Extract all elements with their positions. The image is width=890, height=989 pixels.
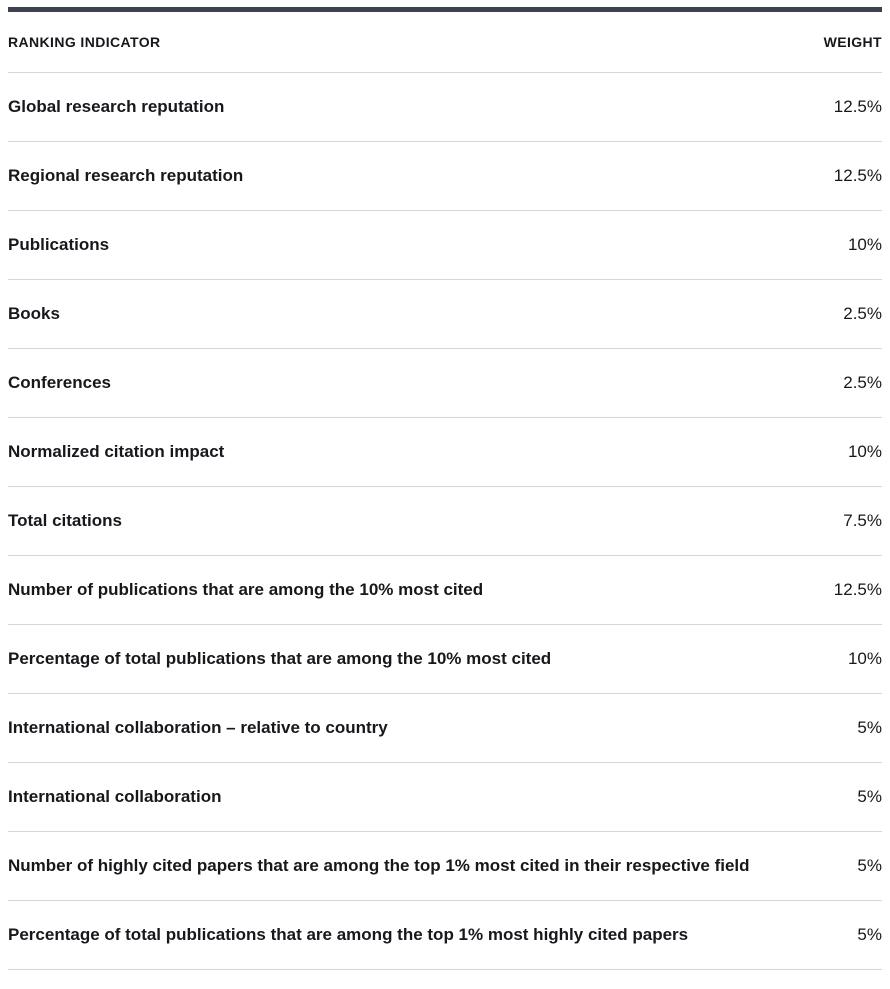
table-row: Total citations 7.5% [8, 487, 882, 556]
indicator-label: Publications [8, 235, 110, 254]
weight-value: 5% [857, 856, 882, 875]
table-row: Normalized citation impact 10% [8, 418, 882, 487]
indicator-label: Books [8, 304, 60, 323]
table-row: Publications 10% [8, 211, 882, 280]
ranking-indicator-table: RANKING INDICATOR WEIGHT Global research… [8, 7, 882, 970]
table-row: Regional research reputation 12.5% [8, 142, 882, 211]
weight-value: 10% [847, 442, 882, 461]
weight-value: 12.5% [833, 97, 882, 116]
table-row: International collaboration – relative t… [8, 694, 882, 763]
table-row: Percentage of total publications that ar… [8, 901, 882, 970]
indicator-label: Percentage of total publications that ar… [8, 925, 689, 944]
table-header-row: RANKING INDICATOR WEIGHT [8, 12, 882, 73]
indicator-label: Number of highly cited papers that are a… [8, 856, 750, 875]
indicator-label: Number of publications that are among th… [8, 580, 484, 599]
weight-value: 2.5% [843, 373, 882, 392]
indicator-label: International collaboration – relative t… [8, 718, 388, 737]
indicator-label: Conferences [8, 373, 111, 392]
indicator-label: Percentage of total publications that ar… [8, 649, 552, 668]
column-header-weight: WEIGHT [823, 34, 882, 50]
indicator-label: International collaboration [8, 787, 222, 806]
indicator-label: Normalized citation impact [8, 442, 225, 461]
table-row: Conferences 2.5% [8, 349, 882, 418]
indicator-label: Global research reputation [8, 97, 225, 116]
weight-value: 2.5% [843, 304, 882, 323]
table-row: Number of highly cited papers that are a… [8, 832, 882, 901]
table-row: Number of publications that are among th… [8, 556, 882, 625]
indicator-label: Regional research reputation [8, 166, 244, 185]
table-top-accent-bar [8, 7, 882, 12]
weight-value: 5% [857, 925, 882, 944]
indicator-label: Total citations [8, 511, 122, 530]
table-row: Percentage of total publications that ar… [8, 625, 882, 694]
weight-value: 10% [847, 235, 882, 254]
weight-value: 5% [857, 787, 882, 806]
weight-value: 7.5% [843, 511, 882, 530]
weight-value: 10% [847, 649, 882, 668]
weight-value: 12.5% [833, 580, 882, 599]
weight-value: 5% [857, 718, 882, 737]
table-row: International collaboration 5% [8, 763, 882, 832]
table-row: Books 2.5% [8, 280, 882, 349]
weight-value: 12.5% [833, 166, 882, 185]
column-header-ranking-indicator: RANKING INDICATOR [8, 34, 161, 50]
table-body: Global research reputation 12.5% Regiona… [8, 73, 882, 970]
table-row: Global research reputation 12.5% [8, 73, 882, 142]
